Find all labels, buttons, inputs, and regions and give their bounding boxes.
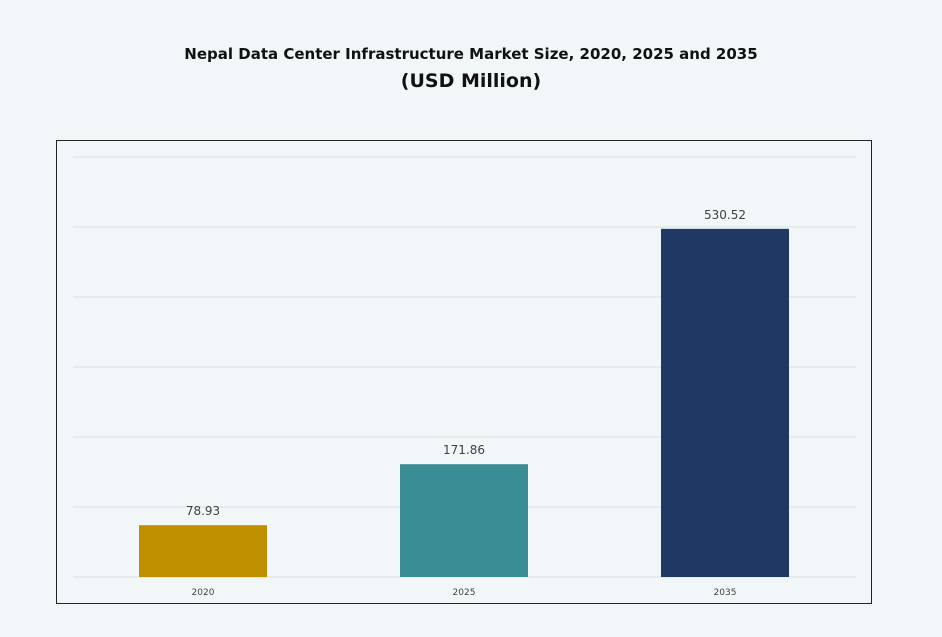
data-label-2020: 78.93 [186,504,220,518]
data-label-2025: 171.86 [443,443,485,457]
chart-subtitle: (USD Million) [400,70,542,92]
x-tick-label: 2020 [192,588,215,598]
bar-2020 [139,525,267,577]
x-tick-label: 2025 [453,588,476,598]
bar-2035 [661,228,789,577]
data-label-2035: 530.52 [704,208,746,222]
plot-frame [56,140,872,604]
x-tick-label: 2035 [714,588,737,598]
chart-title: Nepal Data Center Infrastructure Market … [184,45,758,63]
bar-2025 [400,464,528,577]
